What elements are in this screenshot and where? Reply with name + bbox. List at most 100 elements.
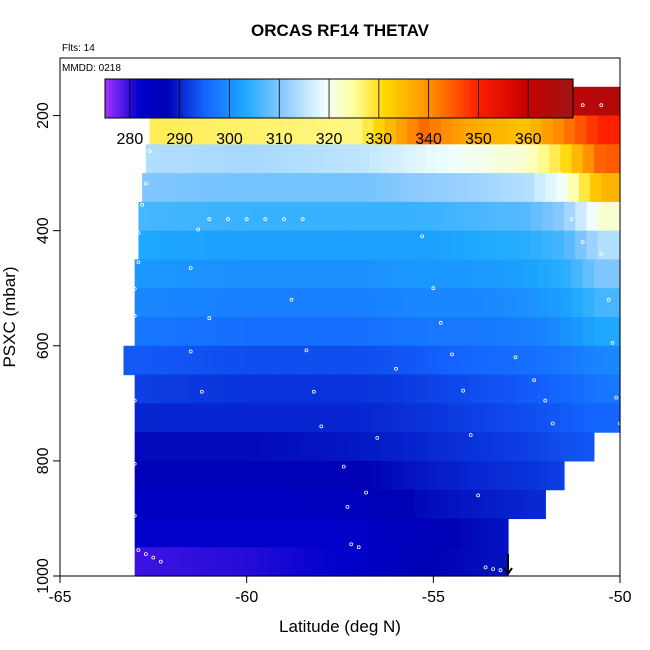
- heatmap-cell: [474, 230, 487, 261]
- heatmap-cell: [246, 432, 259, 462]
- heatmap-cell: [459, 259, 472, 289]
- heatmap-cell: [269, 374, 281, 404]
- heatmap-cell: [269, 547, 281, 577]
- heatmap-cell: [560, 144, 573, 174]
- heatmap-cell: [433, 173, 446, 203]
- heatmap-cell: [235, 144, 248, 174]
- heatmap-cell: [369, 432, 382, 462]
- heatmap-cell: [474, 115, 487, 145]
- heatmap-cell: [425, 144, 438, 174]
- heatmap-cell: [216, 115, 229, 145]
- colorbar-swatch: [420, 79, 426, 118]
- heatmap-cell: [302, 317, 315, 347]
- heatmap-cell: [493, 403, 505, 433]
- track-sample-point: [345, 504, 350, 509]
- heatmap-cell: [157, 317, 169, 347]
- heatmap-cell: [437, 547, 449, 577]
- heatmap-cell: [183, 230, 195, 261]
- heatmap-cell: [336, 374, 349, 404]
- heatmap-cell: [224, 345, 237, 376]
- heatmap-cell: [522, 173, 535, 203]
- heatmap-cell: [157, 345, 169, 376]
- heatmap-cell: [145, 489, 158, 520]
- heatmap-cell: [608, 230, 621, 261]
- heatmap-cell: [571, 144, 584, 174]
- heatmap-cell: [616, 317, 621, 347]
- heatmap-cell: [336, 345, 349, 376]
- heatmap-cell: [437, 403, 449, 433]
- heatmap-cell: [582, 345, 595, 376]
- heatmap-cell: [354, 173, 367, 203]
- track-sample-point: [606, 297, 611, 302]
- heatmap-cell: [418, 115, 431, 145]
- colorbar-swatch: [346, 79, 352, 118]
- heatmap-cell: [582, 403, 595, 433]
- colorbar-swatch: [502, 79, 508, 118]
- heatmap-cell: [358, 489, 371, 520]
- heatmap-cell: [358, 547, 371, 577]
- heatmap-cell: [213, 489, 225, 520]
- colorbar-swatch: [545, 79, 551, 118]
- heatmap-cell: [526, 460, 539, 491]
- heatmap-cell: [485, 201, 498, 232]
- heatmap-cell: [201, 489, 214, 520]
- heatmap-cell: [157, 518, 169, 548]
- heatmap-cell: [470, 288, 483, 318]
- heatmap-cell: [190, 518, 203, 548]
- colorbar-swatch: [116, 79, 122, 118]
- track-sample-point: [244, 217, 249, 222]
- colorbar-swatch: [264, 79, 270, 118]
- heatmap-cell: [358, 374, 371, 404]
- colorbar-swatch: [331, 79, 336, 118]
- heatmap-cell: [493, 317, 505, 347]
- colorbar-swatch: [171, 79, 176, 118]
- heatmap-cell: [190, 144, 203, 174]
- heatmap-cell: [295, 230, 307, 261]
- heatmap-cell: [605, 317, 617, 347]
- heatmap-cell: [392, 460, 405, 491]
- colorbar-swatch: [303, 79, 309, 118]
- heatmap-cell: [597, 201, 610, 232]
- heatmap-cell: [347, 547, 360, 577]
- heatmap-cell: [168, 403, 181, 433]
- heatmap-cell: [437, 317, 449, 347]
- colorbar-swatch: [167, 79, 172, 118]
- heatmap-cell: [582, 144, 595, 174]
- heatmap-cell: [392, 432, 405, 462]
- heatmap-cell: [384, 115, 397, 145]
- heatmap-cell: [448, 489, 461, 520]
- colorbar-swatch: [280, 79, 285, 118]
- heatmap-cell: [493, 345, 505, 376]
- heatmap-cell: [213, 288, 225, 318]
- heatmap-cell: [347, 259, 360, 289]
- heatmap-cell: [336, 432, 349, 462]
- heatmap-cell: [328, 115, 341, 145]
- heatmap-cell: [213, 518, 225, 548]
- heatmap-cell: [340, 115, 352, 145]
- heatmap-cell: [541, 201, 554, 232]
- heatmap-cell: [369, 259, 382, 289]
- heatmap-cell: [493, 547, 505, 577]
- heatmap-cell: [306, 115, 319, 145]
- track-sample-point: [569, 217, 574, 222]
- heatmap-cell: [213, 317, 225, 347]
- heatmap-cell: [437, 489, 449, 520]
- heatmap-cell: [381, 489, 393, 520]
- heatmap-cell: [448, 460, 461, 491]
- heatmap-cell: [392, 374, 405, 404]
- heatmap-cell: [508, 230, 520, 261]
- heatmap-cell: [601, 173, 614, 203]
- heatmap-cell: [347, 489, 360, 520]
- colorbar-swatch: [518, 79, 523, 118]
- heatmap-cell: [157, 259, 169, 289]
- heatmap-cell: [362, 115, 375, 145]
- heatmap-cell: [549, 317, 561, 347]
- track-sample-point: [207, 316, 212, 321]
- heatmap-cell: [556, 173, 569, 203]
- colorbar-swatch: [124, 79, 129, 118]
- heatmap-cell: [123, 345, 136, 376]
- track-sample-point: [188, 266, 193, 271]
- heatmap-cell: [481, 518, 494, 548]
- heatmap-cell: [224, 403, 237, 433]
- heatmap-cell: [384, 230, 397, 261]
